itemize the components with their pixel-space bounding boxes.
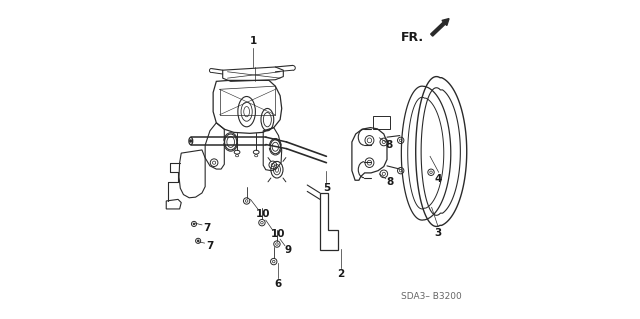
Text: SDA3– B3200: SDA3– B3200 <box>401 293 462 301</box>
Text: 7: 7 <box>206 241 214 251</box>
Text: 3: 3 <box>435 228 442 238</box>
Text: FR.: FR. <box>401 31 424 44</box>
Circle shape <box>189 140 192 142</box>
Text: 6: 6 <box>275 279 282 289</box>
Text: 4: 4 <box>435 174 442 184</box>
FancyArrow shape <box>431 19 449 36</box>
Text: 5: 5 <box>323 183 330 193</box>
Text: 9: 9 <box>285 245 292 256</box>
Circle shape <box>197 240 199 242</box>
Text: 7: 7 <box>203 223 211 233</box>
Text: 2: 2 <box>337 269 344 279</box>
Text: 10: 10 <box>256 209 271 219</box>
Text: 8: 8 <box>385 140 392 150</box>
Text: 1: 1 <box>250 36 257 47</box>
Text: 10: 10 <box>271 229 285 240</box>
Text: 8: 8 <box>386 177 393 187</box>
Circle shape <box>193 223 195 225</box>
